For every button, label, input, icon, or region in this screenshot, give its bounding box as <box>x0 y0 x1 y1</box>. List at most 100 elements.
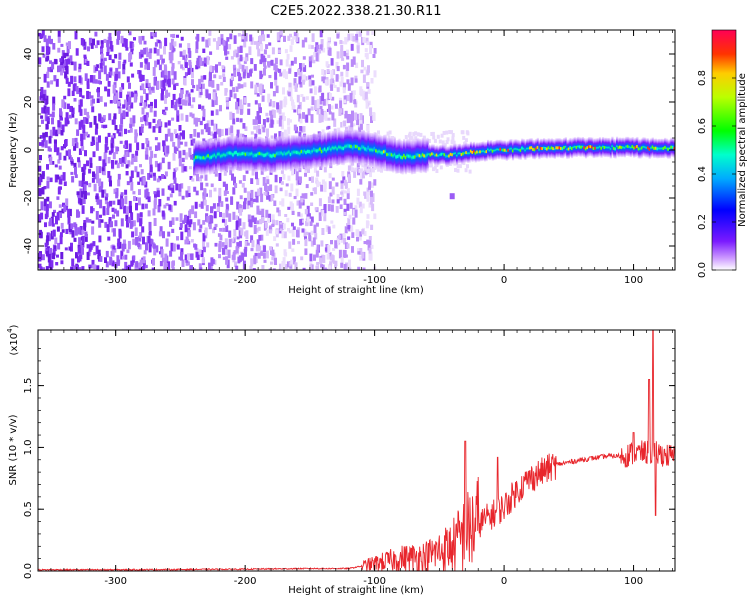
noise-speckle <box>184 62 188 68</box>
noise-speckle <box>299 219 303 226</box>
ridge-peak <box>533 148 537 152</box>
ridge-peak <box>300 150 304 153</box>
noise-speckle <box>343 211 347 216</box>
noise-speckle <box>259 35 262 45</box>
noise-speckle <box>297 241 300 245</box>
noise-speckle <box>270 114 274 124</box>
noise-speckle <box>300 67 304 72</box>
noise-speckle <box>241 182 245 188</box>
noise-speckle <box>186 215 190 225</box>
noise-speckle <box>86 134 90 138</box>
noise-speckle <box>331 96 335 101</box>
noise-speckle <box>78 121 82 130</box>
ridge-peak <box>313 148 316 152</box>
ridge-band <box>605 137 608 157</box>
noise-speckle <box>358 168 362 173</box>
noise-speckle <box>42 53 46 58</box>
ridge-peak <box>594 146 597 150</box>
noise-speckle <box>270 246 273 255</box>
noise-speckle <box>372 54 376 58</box>
noise-speckle <box>42 94 46 101</box>
noise-speckle <box>212 38 216 42</box>
noise-speckle <box>332 69 336 75</box>
noise-speckle <box>336 51 340 59</box>
ridge-band <box>292 135 295 169</box>
noise-speckle <box>145 154 149 160</box>
noise-speckle <box>361 163 365 168</box>
noise-speckle <box>76 129 80 136</box>
noise-speckle <box>422 136 426 141</box>
noise-speckle <box>344 242 348 249</box>
noise-speckle <box>57 159 61 164</box>
noise-speckle <box>130 220 134 228</box>
noise-speckle <box>365 37 369 43</box>
noise-speckle <box>92 264 96 268</box>
ridge-band <box>393 137 396 172</box>
noise-speckle <box>60 222 64 229</box>
noise-speckle <box>137 242 141 248</box>
ridge-peak <box>567 147 571 151</box>
noise-speckle <box>153 218 157 226</box>
noise-speckle <box>321 129 325 136</box>
noise-speckle <box>350 225 354 230</box>
noise-speckle <box>275 220 279 226</box>
ridge-peak <box>412 155 415 159</box>
noise-speckle <box>84 150 87 157</box>
noise-speckle <box>56 212 60 221</box>
x-tick-label: -300 <box>104 275 127 286</box>
noise-speckle <box>57 187 61 195</box>
noise-speckle <box>117 173 121 180</box>
noise-speckle <box>326 41 330 50</box>
noise-speckle <box>68 114 72 119</box>
noise-speckle <box>259 87 263 95</box>
noise-speckle <box>178 97 182 105</box>
noise-speckle <box>48 201 52 209</box>
noise-speckle <box>359 179 363 185</box>
ridge-peak <box>476 150 479 154</box>
noise-speckle <box>256 111 260 120</box>
noise-speckle <box>170 242 174 252</box>
noise-speckle <box>38 263 42 268</box>
noise-speckle <box>297 104 301 109</box>
noise-speckle <box>331 112 335 121</box>
noise-speckle <box>239 195 243 200</box>
ridge-peak <box>309 150 313 154</box>
noise-speckle <box>239 133 243 142</box>
noise-speckle <box>50 260 54 268</box>
noise-speckle <box>147 235 151 244</box>
noise-speckle <box>353 99 357 105</box>
ridge-peak <box>600 146 603 150</box>
noise-speckle <box>98 178 102 186</box>
noise-speckle <box>45 95 49 104</box>
noise-speckle <box>78 75 82 84</box>
ridge-peak <box>386 153 389 156</box>
noise-speckle <box>60 61 64 65</box>
noise-speckle <box>134 227 138 237</box>
noise-speckle <box>92 151 96 158</box>
noise-speckle <box>127 105 131 112</box>
noise-speckle <box>150 239 154 245</box>
noise-speckle <box>81 167 85 172</box>
noise-speckle <box>195 48 199 54</box>
noise-speckle <box>100 53 104 59</box>
noise-speckle <box>173 129 177 134</box>
noise-speckle <box>260 42 263 52</box>
noise-speckle <box>38 252 42 262</box>
noise-speckle <box>195 190 199 196</box>
noise-speckle <box>135 261 139 268</box>
noise-speckle <box>78 63 82 70</box>
noise-speckle <box>373 179 377 186</box>
noise-speckle <box>292 256 296 262</box>
ridge-peak <box>306 149 310 153</box>
noise-speckle <box>102 206 106 215</box>
noise-speckle <box>132 238 136 245</box>
noise-speckle <box>380 168 383 173</box>
noise-speckle <box>299 82 303 88</box>
ridge-band <box>553 139 556 159</box>
noise-speckle <box>120 118 124 127</box>
noise-speckle <box>257 226 261 231</box>
noise-speckle <box>206 216 210 223</box>
noise-speckle <box>325 225 329 232</box>
noise-speckle <box>85 117 89 124</box>
noise-speckle <box>96 174 100 184</box>
